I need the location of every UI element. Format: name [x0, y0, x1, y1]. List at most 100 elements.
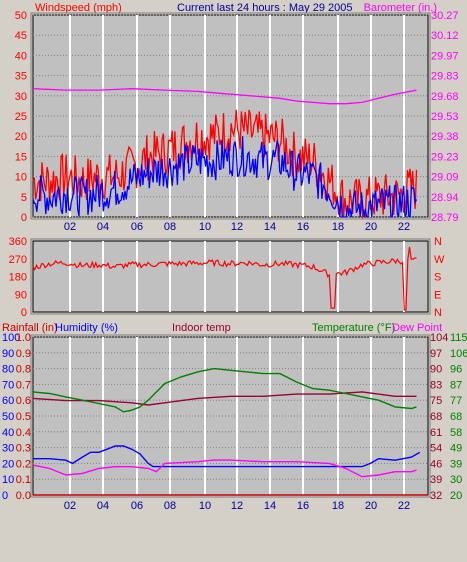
temp-xtick-02: 02: [64, 500, 76, 512]
temperature-label: Temperature (°F): [312, 322, 395, 334]
temp-ytick-1: 30: [450, 474, 462, 486]
wind-xtick-16: 16: [297, 221, 309, 233]
temp-xtick-22: 22: [398, 500, 410, 512]
baro-ytick-7: 29.83: [431, 71, 459, 83]
rain-ytick-2: 0.2: [16, 458, 31, 470]
direction-line: [32, 246, 417, 311]
temp-xtick-12: 12: [231, 500, 243, 512]
temp-ytick-0: 20: [450, 490, 462, 502]
rain-ytick-0: 0.0: [16, 490, 31, 502]
rain-ytick-5: 0.5: [16, 411, 31, 423]
dir-compass-3: E: [434, 289, 441, 301]
baro-ytick-0: 28.79: [431, 212, 459, 224]
indoor-ytick-2: 46: [430, 458, 442, 470]
rain-ytick-10: 1.0: [16, 332, 31, 344]
baro-ytick-8: 29.97: [431, 50, 459, 62]
direction-panel-plot: [32, 240, 429, 313]
humidity-ytick-2: 20: [2, 458, 14, 470]
wind-panel-frame: [30, 12, 431, 220]
gust-line: [32, 136, 418, 218]
baro-ytick-10: 30.27: [431, 10, 459, 22]
temp-ytick-5: 68: [450, 411, 462, 423]
indoor-ytick-6: 75: [430, 395, 442, 407]
rain-ytick-9: 0.9: [16, 348, 31, 360]
wind-xtick-20: 20: [365, 221, 377, 233]
barometer-label: Barometer (in.): [364, 2, 437, 14]
baro-ytick-4: 29.38: [431, 131, 459, 143]
rain-ytick-7: 0.7: [16, 379, 31, 391]
temp-ytick-9: 106: [450, 348, 467, 360]
dew-point-line: [32, 459, 417, 478]
dir-ytick-360: 360: [9, 236, 27, 248]
indoor-ytick-7: 83: [430, 379, 442, 391]
rain-ytick-1: 0.1: [16, 474, 31, 486]
dewpoint-label: Dew Point: [392, 322, 442, 334]
indoor-ytick-8: 90: [430, 364, 442, 376]
temp-xtick-16: 16: [297, 500, 309, 512]
dir-compass-0: N: [434, 236, 442, 248]
wind-ytick-50: 50: [15, 10, 27, 22]
temp-ytick-2: 39: [450, 458, 462, 470]
wind-xtick-06: 06: [131, 221, 143, 233]
wind-xtick-18: 18: [332, 221, 344, 233]
temp-xtick-18: 18: [332, 500, 344, 512]
humidity-ytick-9: 90: [2, 348, 14, 360]
dir-ytick-0: 0: [21, 307, 27, 319]
indoor-ytick-5: 68: [430, 411, 442, 423]
temp-xtick-04: 04: [97, 500, 109, 512]
rain-ytick-4: 0.4: [16, 427, 31, 439]
wind-ytick-5: 5: [21, 192, 27, 204]
temp-ytick-6: 77: [450, 395, 462, 407]
humidity-ytick-6: 60: [2, 395, 14, 407]
indoor-ytick-9: 97: [430, 348, 442, 360]
wind-xtick-22: 22: [398, 221, 410, 233]
baro-ytick-5: 29.53: [431, 111, 459, 123]
humidity-ytick-10: 100: [2, 332, 20, 344]
wind-ytick-40: 40: [15, 50, 27, 62]
temp-xtick-10: 10: [199, 500, 211, 512]
humidity-ytick-4: 40: [2, 427, 14, 439]
temp-ytick-7: 87: [450, 379, 462, 391]
humidity-ytick-1: 10: [2, 474, 14, 486]
temp-xtick-06: 06: [131, 500, 143, 512]
indoor-ytick-3: 54: [430, 443, 442, 455]
rainfall-label: Rainfall (in): [2, 322, 58, 334]
humidity-label: Humidity (%): [55, 322, 118, 334]
indoor-temp-line: [32, 391, 417, 406]
dir-ytick-90: 90: [15, 289, 27, 301]
barometer-line: [32, 88, 417, 105]
temp-ytick-4: 58: [450, 427, 462, 439]
dir-compass-4: N: [434, 307, 442, 319]
temp-xtick-20: 20: [365, 500, 377, 512]
baro-ytick-9: 30.12: [431, 30, 459, 42]
humidity-ytick-8: 80: [2, 364, 14, 376]
dir-ytick-180: 180: [9, 272, 27, 284]
temp-panel-frame: [30, 334, 431, 498]
temp-xtick-08: 08: [164, 500, 176, 512]
indoor-ytick-1: 39: [430, 474, 442, 486]
wind-ytick-25: 25: [15, 111, 27, 123]
wind-ytick-0: 0: [21, 212, 27, 224]
humidity-ytick-5: 50: [2, 411, 14, 423]
wind-ytick-35: 35: [15, 71, 27, 83]
wind-xtick-04: 04: [97, 221, 109, 233]
temp-ytick-8: 96: [450, 364, 462, 376]
rain-ytick-8: 0.8: [16, 364, 31, 376]
humidity-line: [33, 445, 421, 468]
baro-ytick-3: 29.23: [431, 151, 459, 163]
indoor-ytick-10: 104: [430, 332, 448, 344]
indoor-label: Indoor temp: [172, 322, 231, 334]
rain-ytick-6: 0.6: [16, 395, 31, 407]
humidity-ytick-7: 70: [2, 379, 14, 391]
dir-compass-2: S: [434, 272, 441, 284]
wind-xtick-10: 10: [199, 221, 211, 233]
rain-ytick-3: 0.3: [16, 443, 31, 455]
indoor-ytick-0: 32: [430, 490, 442, 502]
baro-ytick-1: 28.94: [431, 192, 459, 204]
indoor-ytick-4: 61: [430, 427, 442, 439]
wind-xtick-12: 12: [231, 221, 243, 233]
wind-xtick-08: 08: [164, 221, 176, 233]
temp-ytick-10: 115: [450, 332, 467, 344]
humidity-ytick-3: 30: [2, 443, 14, 455]
